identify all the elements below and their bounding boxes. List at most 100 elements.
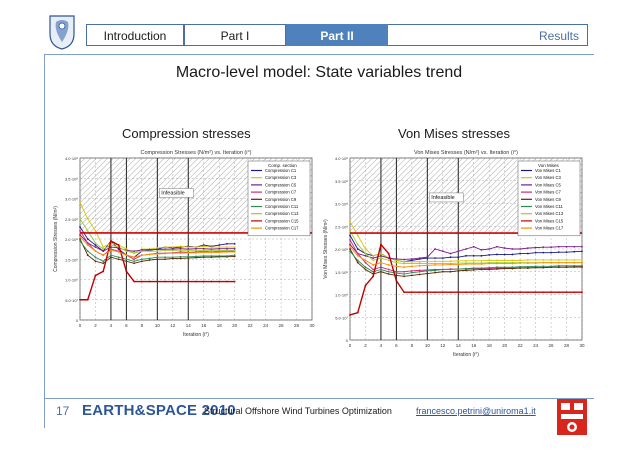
data-point — [542, 251, 545, 254]
x-tick-label: 6 — [395, 343, 398, 348]
data-point — [519, 262, 522, 265]
data-point — [426, 272, 429, 275]
legend-label: Von Mises C17 — [535, 226, 564, 231]
y-tick-label: 0 — [76, 318, 79, 323]
tab-introduction[interactable]: Introduction — [86, 24, 184, 46]
tab-part-ii[interactable]: Part II — [286, 24, 388, 46]
data-point — [511, 259, 514, 262]
data-point — [426, 291, 429, 294]
data-point — [410, 291, 413, 294]
data-point — [380, 268, 382, 271]
data-point — [86, 244, 89, 246]
data-point — [480, 291, 483, 294]
x-tick-label: 8 — [141, 323, 144, 328]
x-tick-label: 6 — [125, 323, 128, 328]
data-point — [102, 250, 105, 253]
data-point — [410, 259, 413, 262]
data-point — [102, 270, 105, 273]
data-point — [117, 244, 120, 246]
data-point — [202, 255, 205, 257]
x-tick-label: 18 — [217, 323, 223, 328]
data-point — [349, 220, 351, 223]
data-point — [110, 240, 112, 242]
data-point — [542, 265, 545, 268]
data-point — [511, 253, 514, 256]
data-point — [79, 238, 81, 240]
data-point — [218, 251, 221, 254]
data-point — [441, 291, 444, 294]
data-point — [496, 268, 498, 270]
data-point — [156, 253, 159, 255]
data-point — [372, 254, 375, 257]
legend-label: Von Mises C5 — [535, 182, 562, 187]
data-point — [557, 261, 560, 264]
data-point — [581, 250, 583, 253]
x-tick-label: 14 — [186, 323, 192, 328]
data-point — [534, 291, 537, 294]
data-point — [164, 252, 166, 255]
data-point — [496, 262, 498, 265]
x-axis-label: Iteration (i°) — [183, 332, 209, 338]
x-tick-label: 2 — [94, 323, 97, 328]
data-point — [511, 291, 514, 294]
data-point — [418, 257, 421, 259]
data-point — [372, 259, 375, 262]
data-point — [519, 291, 522, 294]
data-point — [110, 254, 112, 257]
y-tick-label: 1.5·10⁸ — [65, 257, 78, 262]
data-point — [395, 265, 398, 268]
data-point — [94, 274, 97, 277]
footer-divider — [44, 398, 594, 399]
data-point — [526, 291, 529, 294]
data-point — [441, 270, 444, 273]
data-point — [441, 264, 444, 266]
data-point — [457, 263, 460, 266]
data-point — [434, 291, 436, 294]
data-point — [94, 242, 97, 244]
x-tick-label: 12 — [170, 323, 176, 328]
data-point — [441, 260, 444, 263]
data-point — [426, 260, 429, 263]
data-point — [210, 280, 213, 283]
data-point — [426, 264, 429, 267]
data-point — [218, 247, 221, 250]
tab-part-i[interactable]: Part I — [184, 24, 286, 46]
legend-box — [247, 160, 311, 237]
right-subtitle: Von Mises stresses — [398, 126, 510, 141]
data-point — [125, 258, 128, 261]
data-point — [349, 229, 351, 232]
data-point — [372, 264, 375, 266]
data-point — [565, 264, 568, 267]
y-tick-label: 3.5·10⁸ — [65, 176, 78, 181]
data-point — [511, 267, 514, 270]
data-point — [187, 249, 190, 252]
data-point — [488, 248, 491, 250]
tab-results[interactable]: Results — [388, 24, 588, 46]
legend-label: Compression C5 — [265, 182, 297, 187]
data-point — [140, 254, 143, 257]
data-point — [140, 280, 143, 283]
data-point — [102, 254, 105, 257]
legend-label: Von Mises C7 — [535, 190, 562, 195]
legend-label: Von Mises C13 — [535, 211, 564, 216]
data-point — [195, 249, 197, 252]
data-point — [102, 246, 105, 248]
x-tick-label: 30 — [579, 343, 585, 348]
legend-label: Compression C17 — [265, 226, 299, 231]
data-point — [364, 268, 367, 271]
author-email-link[interactable]: francesco.petrini@uniroma1.it — [416, 406, 536, 416]
data-point — [210, 255, 213, 257]
data-point — [79, 240, 81, 242]
data-point — [526, 262, 529, 265]
data-point — [557, 251, 560, 254]
data-point — [202, 249, 205, 252]
data-point — [488, 291, 491, 294]
data-point — [418, 270, 421, 273]
data-point — [156, 280, 159, 283]
x-tick-label: 28 — [564, 343, 570, 348]
data-point — [449, 263, 452, 266]
data-point — [441, 262, 444, 265]
data-point — [550, 265, 552, 268]
x-tick-label: 12 — [440, 343, 446, 348]
data-point — [573, 259, 576, 261]
